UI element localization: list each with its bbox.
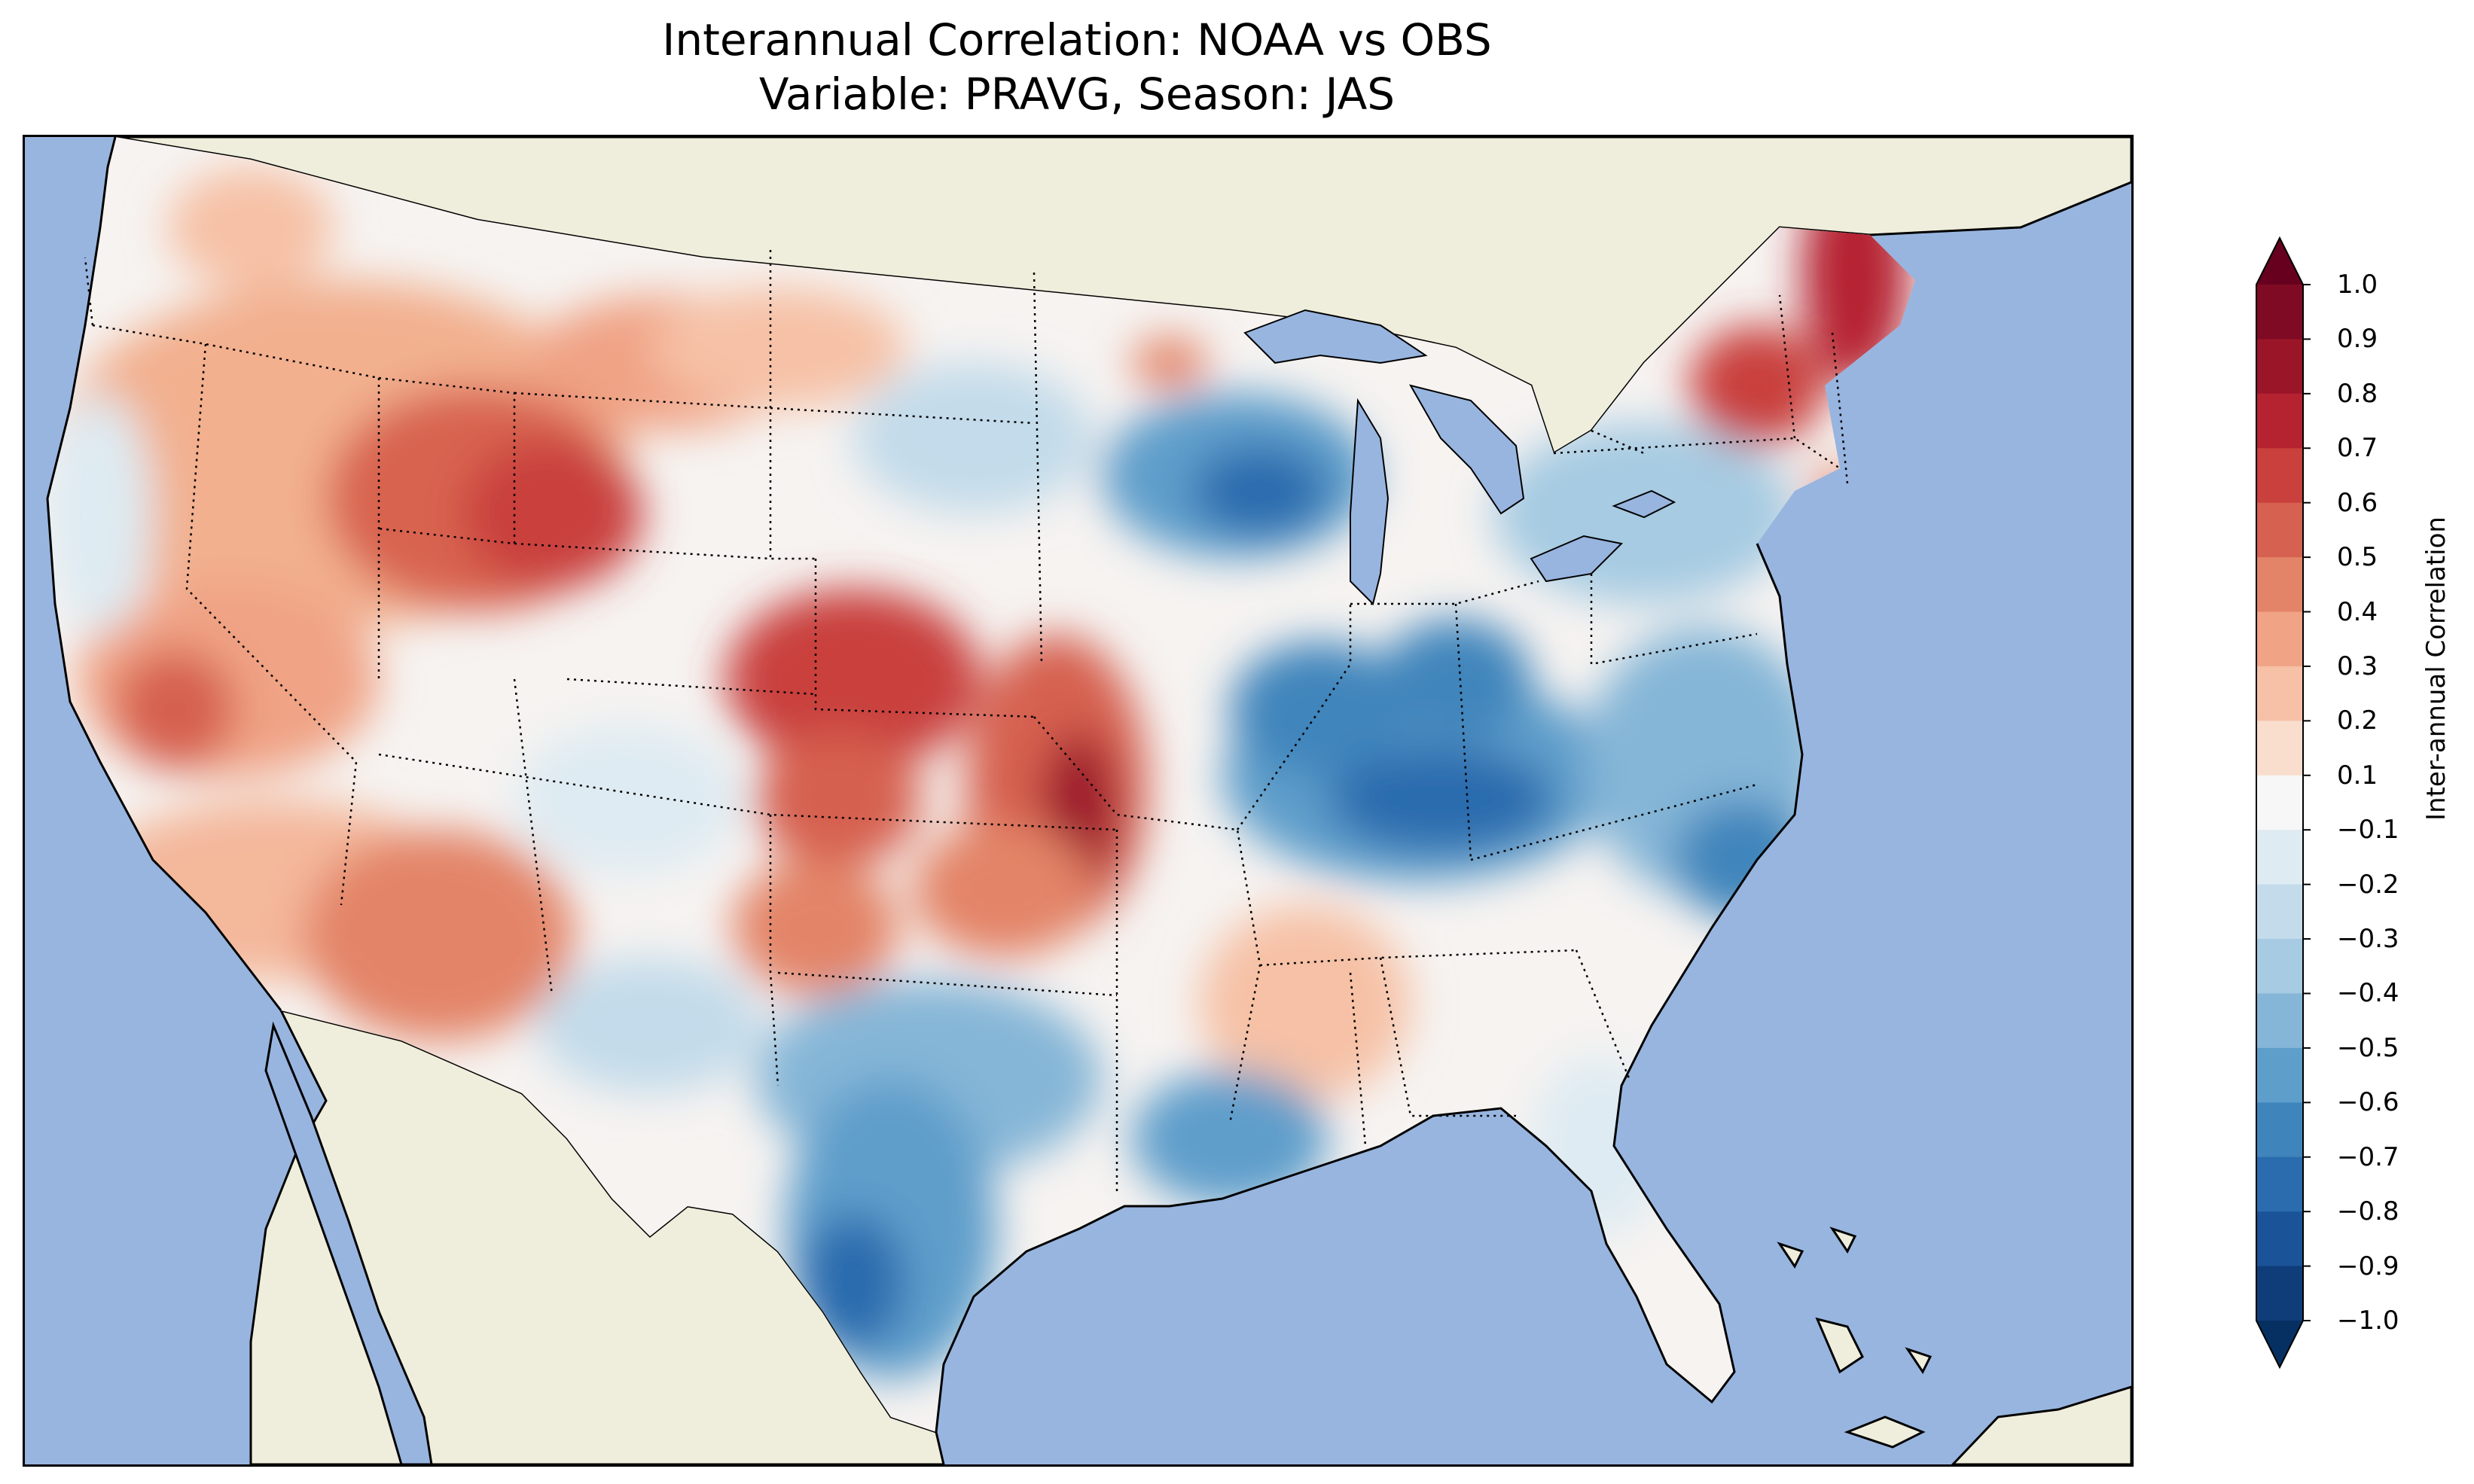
colorbar-tick-label: −1.0	[2337, 1306, 2399, 1336]
colorbar-tick-label: −0.7	[2337, 1141, 2399, 1172]
colorbar-tick-label: −0.2	[2337, 869, 2399, 900]
colorbar-segment	[2256, 1266, 2303, 1321]
colorbar-segment	[2256, 775, 2303, 830]
colorbar-segment	[2256, 721, 2303, 776]
colorbar-tick-label: 0.1	[2337, 760, 2378, 791]
colorbar-tick-label: 0.2	[2337, 705, 2378, 736]
colorbar-segment	[2256, 557, 2303, 613]
colorbar-segment	[2256, 1102, 2303, 1158]
surrounding-land	[114, 137, 2131, 1464]
colorbar-segment	[2256, 611, 2303, 667]
colorbar-tick-label: 0.5	[2337, 542, 2378, 573]
colorbar-axis-label: Inter-annual Correlation	[2421, 517, 2451, 821]
colorbar-tick-label: 0.7	[2337, 433, 2378, 464]
colorbar-tick-label: −0.5	[2337, 1032, 2399, 1063]
colorbar-segment	[2256, 830, 2303, 885]
figure-title-line2: Variable: PRAVG, Season: JAS	[758, 69, 1396, 120]
colorbar	[2252, 236, 2320, 1370]
colorbar-tick-label: −0.1	[2337, 815, 2399, 846]
colorbar-segment	[2256, 1047, 2303, 1103]
colorbar-segment	[2256, 448, 2303, 504]
state-borders	[84, 250, 1849, 1191]
colorbar-tick-label: −0.3	[2337, 924, 2399, 955]
colorbar-tick-label: −0.4	[2337, 978, 2399, 1009]
colorbar-tick-label: −0.6	[2337, 1087, 2399, 1118]
colorbar-segment	[2256, 884, 2303, 940]
colorbar-segment	[2256, 1156, 2303, 1212]
colorbar-tick-label: 0.8	[2337, 378, 2378, 409]
colorbar-segment	[2256, 666, 2303, 721]
atlantic-gulf-coastline	[935, 543, 1804, 1433]
correlation-field	[47, 137, 1915, 1432]
colorbar-tick-label: −0.8	[2337, 1196, 2399, 1227]
colorbar-tick-label: −0.9	[2337, 1251, 2399, 1281]
map-panel	[23, 135, 2134, 1467]
colorbar-segment	[2256, 993, 2303, 1049]
colorbar-tick-label: 0.3	[2337, 651, 2378, 681]
pacific-coastline	[46, 137, 282, 1011]
correlation-map	[46, 137, 2131, 1464]
colorbar-tick-label: 0.6	[2337, 487, 2378, 518]
colorbar-tick-label: 0.9	[2337, 324, 2378, 355]
colorbar-tick-label: 1.0	[2337, 270, 2378, 300]
great-lakes	[1243, 309, 1676, 605]
caribbean-islands	[1777, 1227, 1933, 1449]
colorbar-extend-min	[2256, 1321, 2303, 1367]
figure-title-line1: Interannual Correlation: NOAA vs OBS	[662, 14, 1492, 66]
colorbar-tick-label: 0.4	[2337, 596, 2378, 627]
colorbar-segment	[2256, 393, 2303, 449]
colorbar-segment	[2256, 1211, 2303, 1267]
colorbar-segment	[2256, 939, 2303, 995]
colorbar-graphic	[2256, 236, 2311, 1370]
colorbar-segment	[2256, 339, 2303, 395]
colorbar-segment	[2256, 285, 2303, 340]
colorbar-extend-max	[2256, 238, 2303, 285]
colorbar-segment	[2256, 502, 2303, 558]
